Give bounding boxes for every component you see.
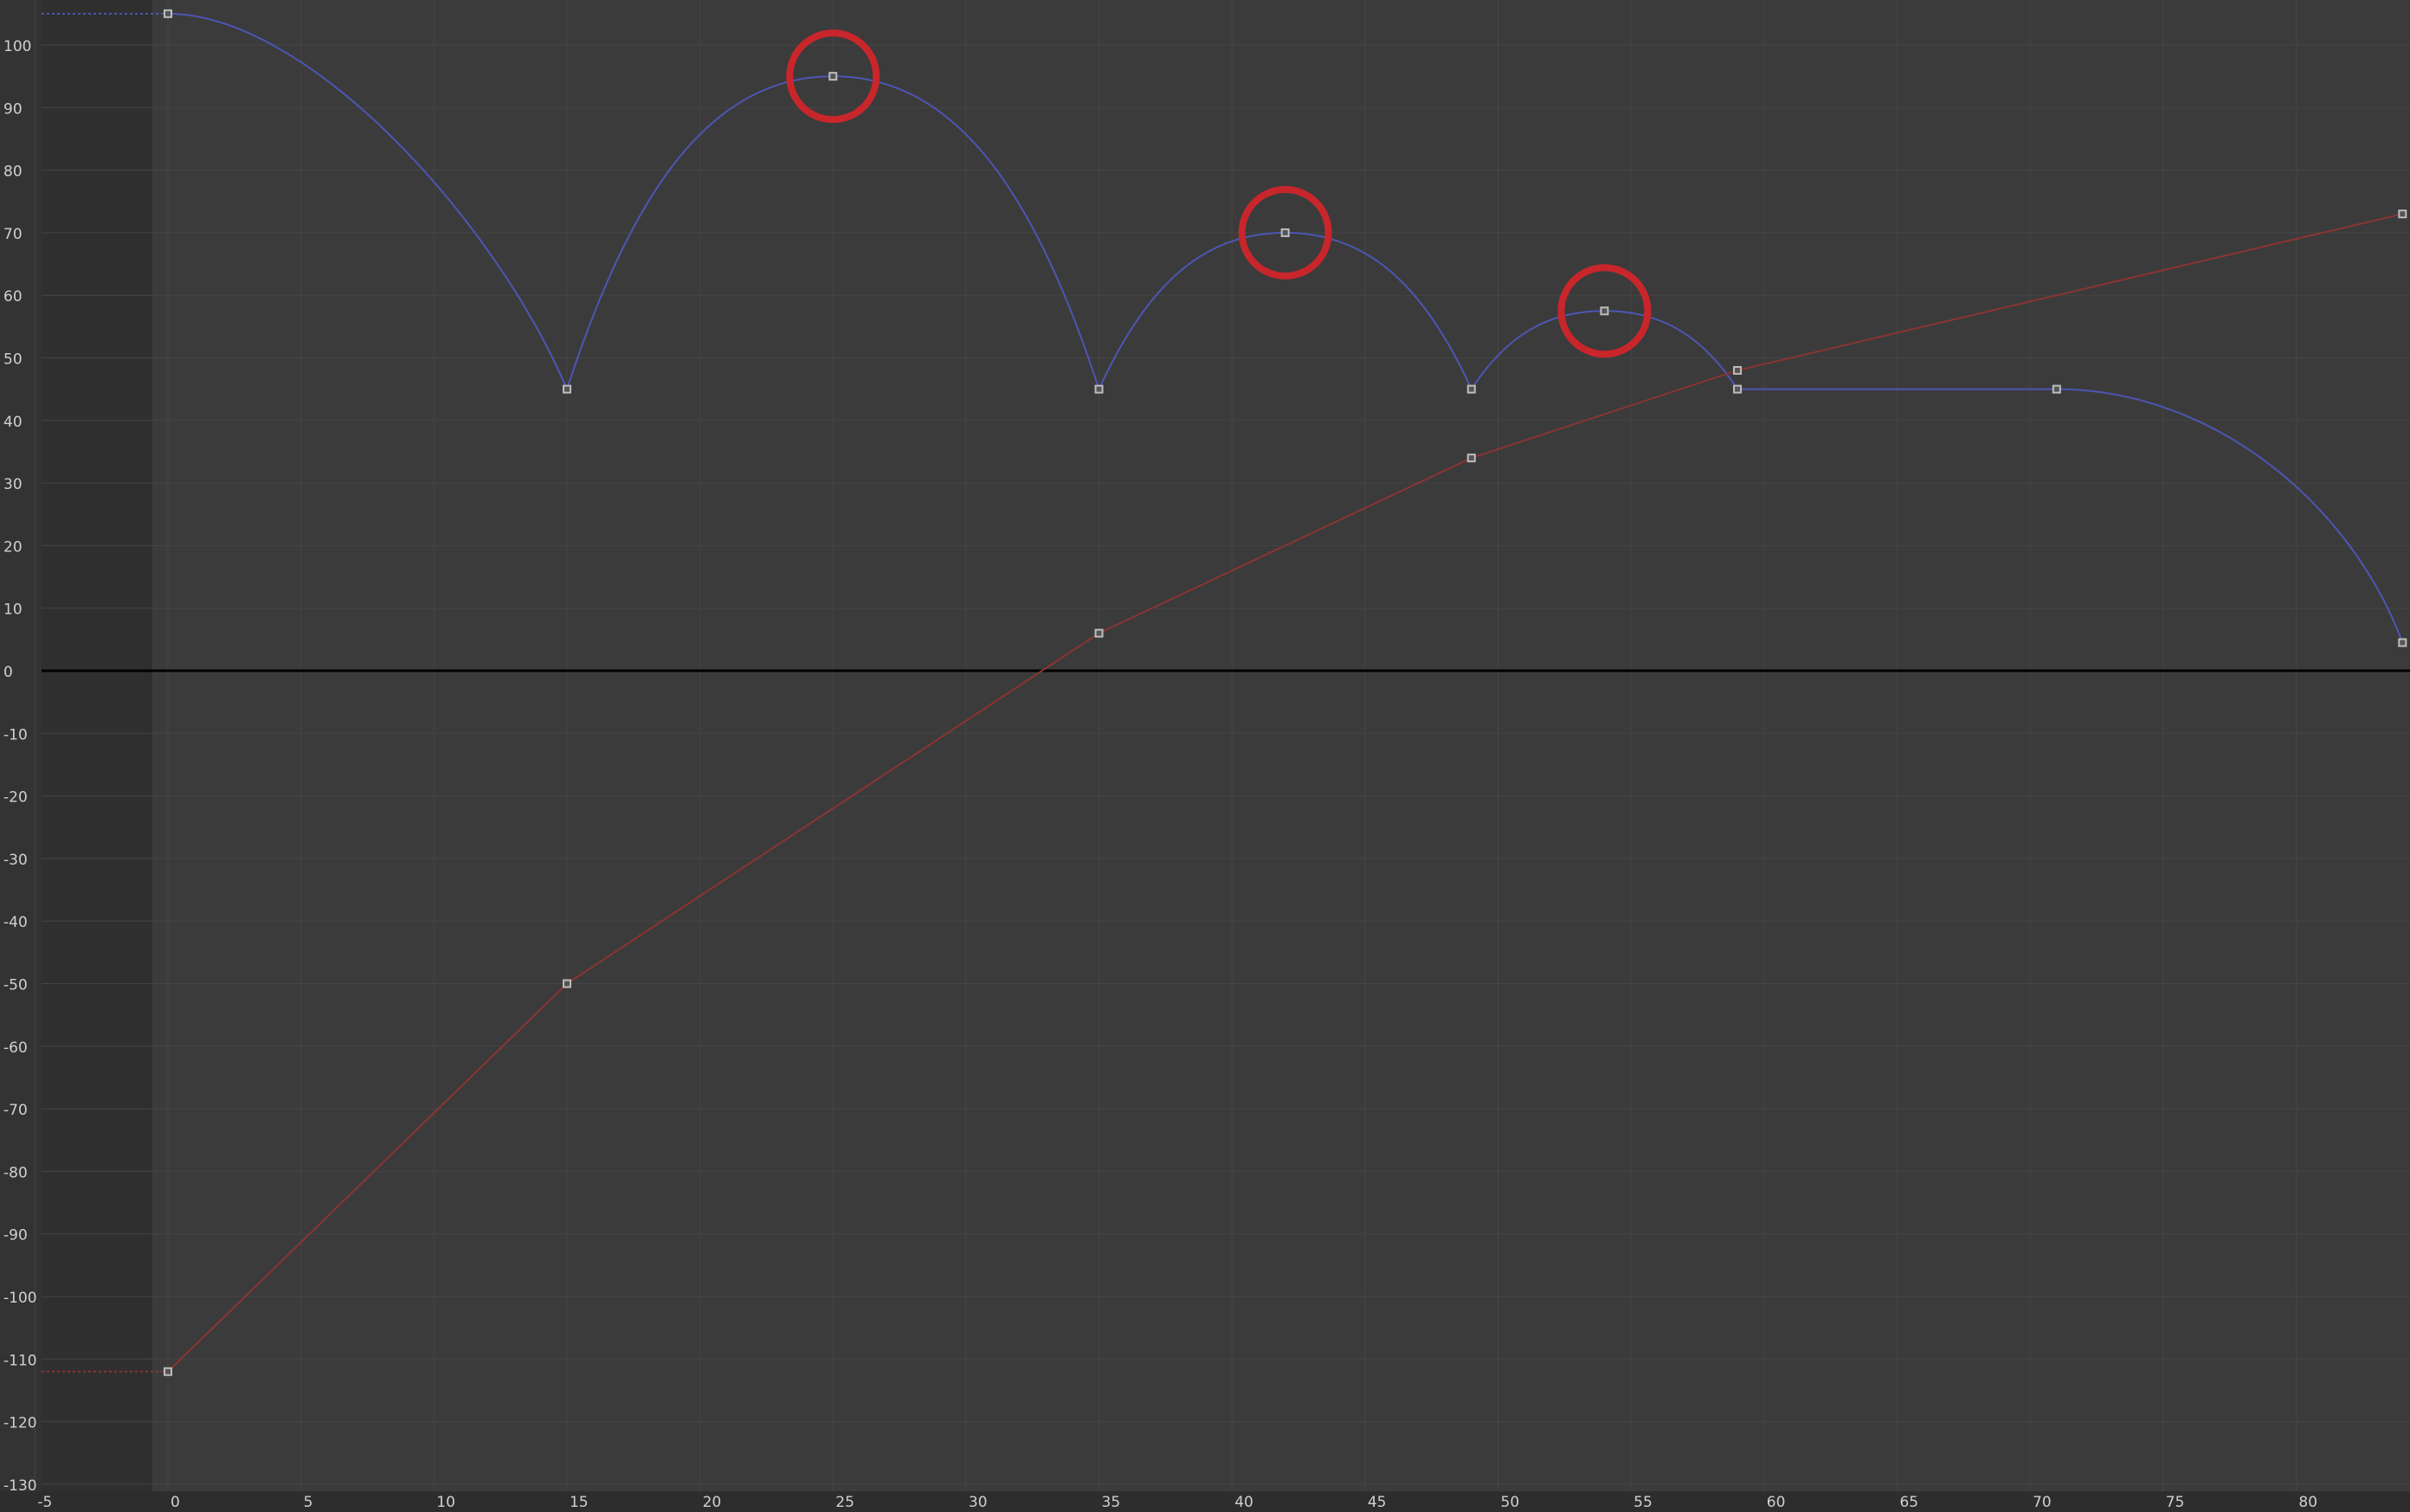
keyframes[interactable]	[164, 9, 2407, 1376]
y-tick-label: -120	[3, 1415, 37, 1432]
y-tick-label: 60	[3, 288, 23, 306]
y-tick-label: -70	[3, 1102, 28, 1119]
keyframe-point[interactable]	[1600, 306, 1609, 316]
keyframe-point[interactable]	[1094, 628, 1104, 638]
x-tick-label: 45	[1368, 1494, 1387, 1511]
x-axis-ticks: -5 0 5 10 15 20 25 30 35 40 45 50 55 60 65 70 75 80	[37, 1494, 2317, 1511]
x-tick-label: 50	[1501, 1494, 1520, 1511]
y-tick-label: -100	[3, 1290, 37, 1307]
grid-lines	[34, 0, 2410, 1491]
y-tick-label: 90	[3, 100, 23, 118]
pre-range-region	[42, 0, 152, 1491]
y-tick-label: -130	[3, 1477, 37, 1495]
y-tick-label: 40	[3, 414, 23, 431]
keyframe-point[interactable]	[1466, 384, 1476, 394]
y-tick-label: 50	[3, 351, 23, 369]
y-tick-label: 100	[3, 38, 31, 55]
y-tick-label: 30	[3, 476, 23, 493]
highlight-annotations	[786, 29, 1652, 358]
x-tick-label: 35	[1102, 1494, 1121, 1511]
x-tick-label: 80	[2298, 1494, 2317, 1511]
x-tick-label: 15	[570, 1494, 589, 1511]
x-tick-label: 30	[969, 1494, 988, 1511]
y-axis-ticks: 1009080706050403020100-10-20-30-40-50-60…	[3, 38, 37, 1495]
curve-red[interactable]	[167, 213, 2403, 1373]
x-tick-label: 70	[2033, 1494, 2052, 1511]
x-tick-label: 10	[436, 1494, 455, 1511]
highlight-circle	[1557, 264, 1652, 358]
x-tick-label: 40	[1234, 1494, 1253, 1511]
y-tick-label: -30	[3, 852, 28, 869]
x-tick-label: 65	[1899, 1494, 1918, 1511]
y-tick-label: 70	[3, 226, 23, 243]
x-tick-label: 25	[835, 1494, 854, 1511]
keyframe-point[interactable]	[1733, 384, 1743, 394]
y-tick-label: -40	[3, 914, 28, 931]
y-tick-label: 20	[3, 538, 23, 556]
x-tick-label: 0	[171, 1494, 180, 1511]
x-tick-label: -5	[37, 1494, 52, 1511]
keyframe-point[interactable]	[1466, 454, 1476, 463]
x-axis-ruler[interactable]	[0, 1491, 2410, 1512]
keyframe-point[interactable]	[2398, 638, 2407, 647]
x-tick-label: 60	[1767, 1494, 1786, 1511]
y-tick-label: -20	[3, 789, 28, 807]
y-tick-label: -50	[3, 977, 28, 994]
keyframe-point[interactable]	[1733, 365, 1743, 375]
y-tick-label: -80	[3, 1164, 28, 1181]
y-tick-label: -10	[3, 726, 28, 743]
y-tick-label: 80	[3, 164, 23, 181]
x-tick-label: 55	[1634, 1494, 1653, 1511]
y-tick-label: -110	[3, 1352, 37, 1369]
y-tick-label: -90	[3, 1227, 28, 1245]
keyframe-point[interactable]	[2052, 384, 2061, 394]
keyframe-point[interactable]	[1094, 384, 1104, 394]
y-tick-label: 0	[3, 664, 13, 681]
keyframe-point[interactable]	[1280, 228, 1290, 237]
keyframe-point[interactable]	[562, 384, 571, 394]
x-tick-label: 20	[703, 1494, 722, 1511]
keyframe-point[interactable]	[828, 72, 838, 81]
keyframe-point[interactable]	[164, 9, 172, 18]
keyframe-point[interactable]	[562, 979, 571, 988]
keyframe-point[interactable]	[2398, 209, 2407, 219]
highlight-circle	[1238, 185, 1332, 280]
y-tick-label: 10	[3, 602, 23, 619]
x-tick-label: 75	[2166, 1494, 2185, 1511]
keyframe-point[interactable]	[164, 1367, 172, 1376]
y-tick-label: -60	[3, 1039, 28, 1057]
x-tick-label: 5	[304, 1494, 313, 1511]
highlight-circle	[786, 29, 880, 124]
